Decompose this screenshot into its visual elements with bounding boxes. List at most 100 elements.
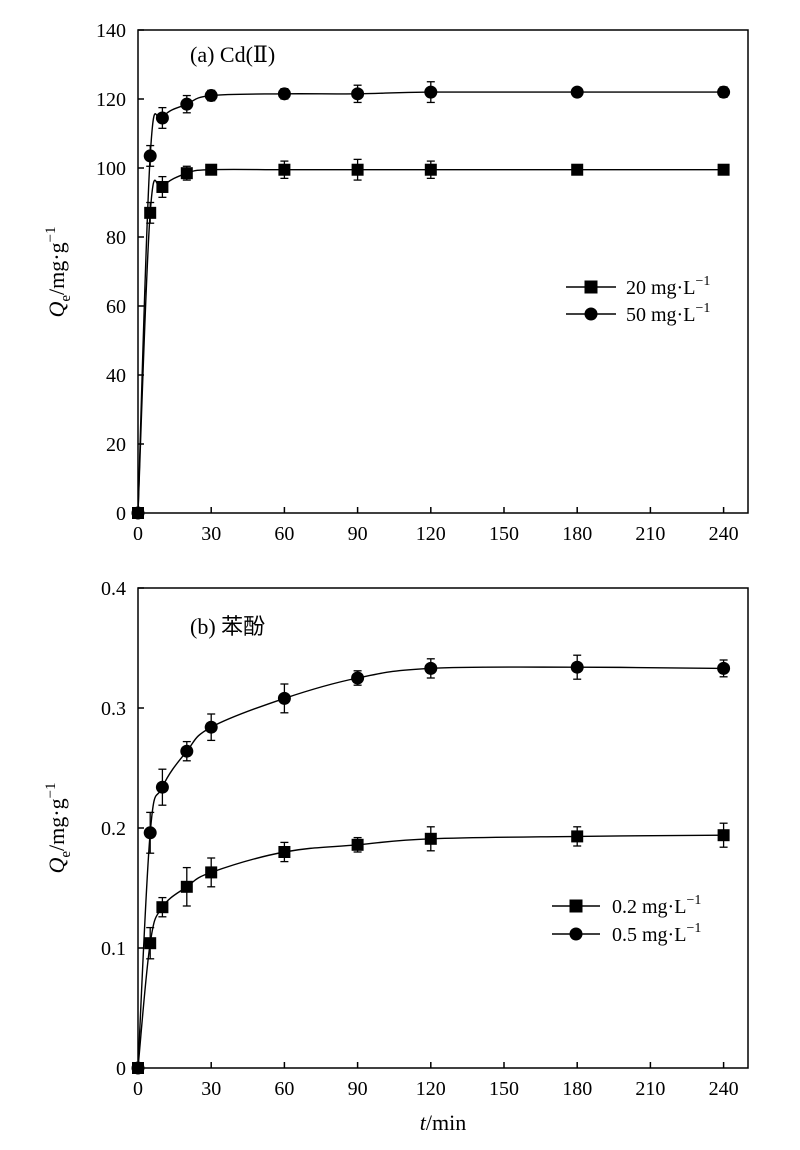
plot-frame [137,587,749,1069]
x-tick-label: 90 [348,1078,368,1100]
x-tick-label: 30 [201,523,221,545]
y-tick-label: 20 [106,434,126,456]
y-tick-label: 0 [116,503,126,525]
x-tick-label: 120 [416,523,446,545]
data-point-square [424,163,437,176]
y-tick-label: 0 [116,1058,126,1080]
data-point-circle [131,506,145,520]
data-point-circle [143,826,157,840]
legend-marker-square [569,899,583,913]
y-axis-title: Qe/mg·g−1 [43,782,74,873]
x-axis: 0 30 60 90 120 150 180 210 240 [133,1062,739,1100]
data-point-square [717,163,730,176]
data-point-circle [204,89,218,103]
panel-label: (b) 苯酚 [190,614,265,639]
legend-marker-circle [584,307,598,321]
data-point-circle [717,661,731,675]
y-axis: 0 0.1 0.2 0.3 0.4 [101,578,144,1080]
series-line [137,91,724,514]
y-tick-label: 120 [96,89,126,111]
y-tick-label: 0.1 [101,938,126,960]
x-axis: 0 30 60 90 120 150 180 210 240 [133,507,739,545]
x-tick-label: 30 [201,1078,221,1100]
data-point-circle [570,85,584,99]
x-tick-label: 150 [489,1078,519,1100]
x-tick-label: 210 [635,1078,665,1100]
data-point-circle [424,661,438,675]
data-point-square [205,163,218,176]
data-point-circle [204,720,218,734]
y-tick-label: 60 [106,296,126,318]
data-point-square [205,866,218,879]
x-tick-label: 180 [562,523,592,545]
data-point-square [180,167,193,180]
legend-label: 20 mg·L−1 [626,274,710,299]
x-tick-label: 240 [709,1078,739,1100]
data-point-circle [155,111,169,125]
data-point-square [278,163,291,176]
data-point-circle [180,97,194,111]
x-tick-label: 210 [635,523,665,545]
data-point-circle [155,780,169,794]
panel-label: (a) Cd(Ⅱ) [190,42,275,67]
data-point-square [144,206,157,219]
x-tick-label: 60 [274,1078,294,1100]
legend-label: 50 mg·L−1 [626,301,710,326]
data-point-square [351,163,364,176]
data-point-circle [351,87,365,101]
series-line [137,168,724,514]
legend-label: 0.2 mg·L−1 [612,893,701,918]
y-tick-label: 80 [106,227,126,249]
y-tick-label: 100 [96,158,126,180]
data-point-square [717,829,730,842]
series-line [137,834,724,1069]
panel-b: 0 30 60 90 120 150 180 210 240 0 0.1 0.2 0.3 0.4 (b)… [43,578,749,1135]
data-point-square [144,937,157,950]
data-point-square [424,832,437,845]
legend: 20 mg·L−1 50 mg·L−1 [566,274,710,326]
y-tick-label: 40 [106,365,126,387]
legend: 0.2 mg·L−1 0.5 mg·L−1 [552,893,701,946]
data-point-square [180,880,193,893]
y-tick-label: 0.4 [101,578,126,600]
data-point-circle [131,1061,145,1075]
legend-item: 0.5 mg·L−1 [552,921,701,946]
y-axis: 0 20 40 60 80 100 120 140 [96,20,144,525]
series-layer [131,654,731,1075]
x-tick-label: 0 [133,523,143,545]
x-tick-label: 120 [416,1078,446,1100]
data-point-square [351,838,364,851]
panel-a: 0 30 60 90 120 150 180 210 240 0 20 40 60 80 100 120 14… [43,20,749,545]
legend-item: 0.2 mg·L−1 [552,893,701,918]
series-layer [131,81,731,520]
legend-item: 50 mg·L−1 [566,301,710,326]
x-tick-label: 150 [489,523,519,545]
y-tick-label: 0.2 [101,818,126,840]
data-point-circle [180,744,194,758]
legend-item: 20 mg·L−1 [566,274,710,299]
data-point-circle [570,660,584,674]
x-axis-title: t/min [420,1110,466,1135]
y-tick-label: 140 [96,20,126,42]
data-point-circle [717,85,731,99]
data-point-circle [424,85,438,99]
data-point-square [156,901,169,914]
x-tick-label: 90 [348,523,368,545]
x-tick-label: 60 [274,523,294,545]
legend-label: 0.5 mg·L−1 [612,921,701,946]
y-axis-title: Qe/mg·g−1 [43,226,74,317]
data-point-circle [143,149,157,163]
x-tick-label: 0 [133,1078,143,1100]
legend-marker-circle [569,927,583,941]
data-point-square [571,830,584,843]
data-point-square [278,846,291,858]
data-point-square [571,163,584,176]
data-point-circle [277,87,291,101]
legend-marker-square [584,280,598,294]
y-tick-label: 0.3 [101,698,126,720]
plot-frame [137,29,749,514]
data-point-square [156,180,169,193]
data-point-circle [351,671,365,685]
data-point-circle [277,691,291,705]
